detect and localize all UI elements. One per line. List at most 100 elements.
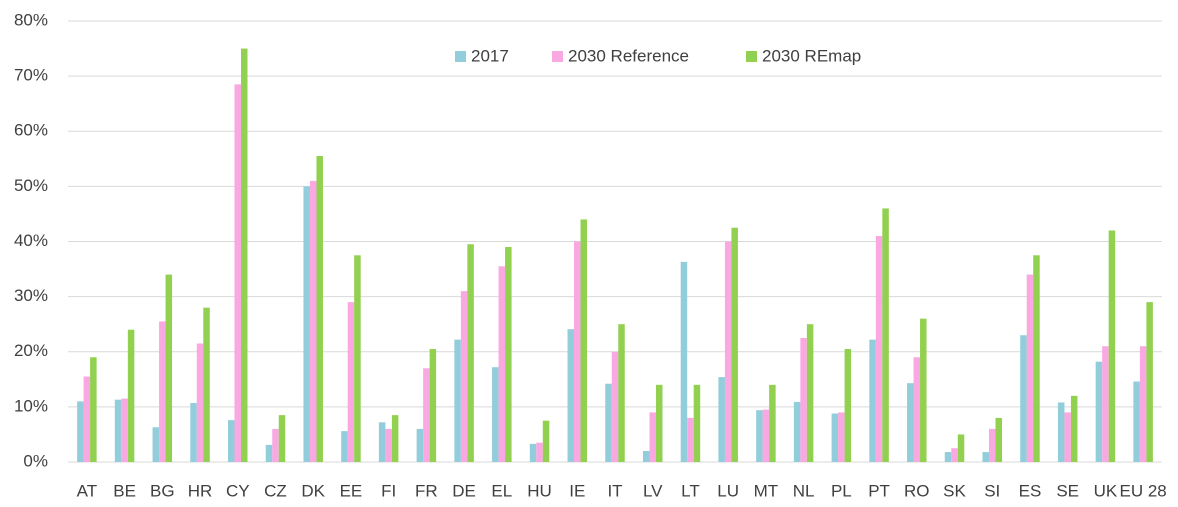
y-tick-label: 30% [14,286,48,305]
bar [498,266,506,462]
bar [467,244,474,462]
bar [806,324,814,462]
bar [272,428,279,462]
x-tick-label: DE [452,481,476,500]
y-tick-label: 10% [14,396,48,415]
bar [203,307,210,462]
bar [907,383,914,462]
bar [1095,361,1103,462]
bar [121,398,128,462]
bar [718,377,725,462]
x-tick-label: NL [793,481,815,500]
bar [385,428,392,462]
y-tick-label: 50% [14,176,48,195]
bar [1026,274,1034,462]
bar [83,376,91,462]
bar [542,420,550,462]
bar [241,48,248,462]
bar [505,247,512,462]
x-tick-label: SK [943,481,966,500]
x-tick-label: HU [527,481,552,500]
y-tick-label: 40% [14,231,48,250]
bar [347,302,355,462]
bar [693,384,701,462]
bar [649,412,656,462]
bar [378,422,386,462]
x-tick-label: IE [569,481,585,500]
bar [190,403,197,462]
y-tick-label: 60% [14,121,48,140]
x-tick-label: IT [607,481,622,500]
y-tick-label: 20% [14,341,48,360]
bar [687,417,694,462]
x-tick-label: FR [415,481,438,500]
bar [391,415,399,462]
x-tick-label: EU 28 [1120,481,1167,500]
bar [724,241,732,462]
bar [492,367,499,462]
x-tick-label: LT [681,481,700,500]
bar [165,274,173,462]
legend-label: 2030 REmap [762,46,861,65]
x-tick-label: CZ [264,481,287,500]
bar [611,351,619,462]
bar [1146,302,1153,462]
bar [159,321,166,462]
x-tick-label: LV [643,481,663,500]
bar [529,443,537,462]
x-tick-label: FI [381,481,396,500]
bar [1020,335,1027,462]
x-tick-label: ES [1019,481,1042,500]
bar [567,329,575,462]
bar [680,261,688,462]
bar [618,324,625,462]
bar [454,339,461,462]
bar [228,420,235,462]
legend-swatch [746,51,757,62]
bar [1057,402,1065,462]
bar [429,348,437,462]
bar [756,410,763,462]
legend-swatch [455,51,466,62]
x-tick-label: PL [831,481,852,500]
bar [605,383,612,462]
bar [731,227,738,462]
bar [1102,346,1109,462]
x-tick-label: BG [150,481,175,500]
x-tick-label: PT [868,481,890,500]
legend-label: 2017 [471,46,509,65]
bar [882,208,889,462]
bar [1133,381,1140,462]
bar [354,255,361,462]
bar [793,401,801,462]
bar [838,412,845,462]
bar [875,235,883,462]
x-tick-label: UK [1094,481,1118,500]
y-tick-label: 0% [23,451,48,470]
bar [982,452,989,462]
y-tick-label: 80% [14,10,48,29]
bar [944,452,952,462]
bar [844,348,852,462]
bar [769,384,776,462]
bar [920,318,927,462]
bar [574,241,581,462]
bar [1108,230,1116,462]
bar [1064,412,1071,462]
y-tick-label: 70% [14,66,48,85]
bar [196,343,204,462]
bar [655,384,663,462]
x-tick-label: EL [491,481,512,500]
bar [580,219,588,462]
bar [77,401,84,462]
bar [234,84,242,463]
x-tick-label: BE [113,481,136,500]
x-tick-label: HR [188,481,213,500]
bar [265,444,273,462]
x-tick-label: RO [904,481,930,500]
bar [303,186,310,462]
bar [869,339,876,462]
bar [831,413,839,462]
x-tick-label: DK [301,481,325,500]
